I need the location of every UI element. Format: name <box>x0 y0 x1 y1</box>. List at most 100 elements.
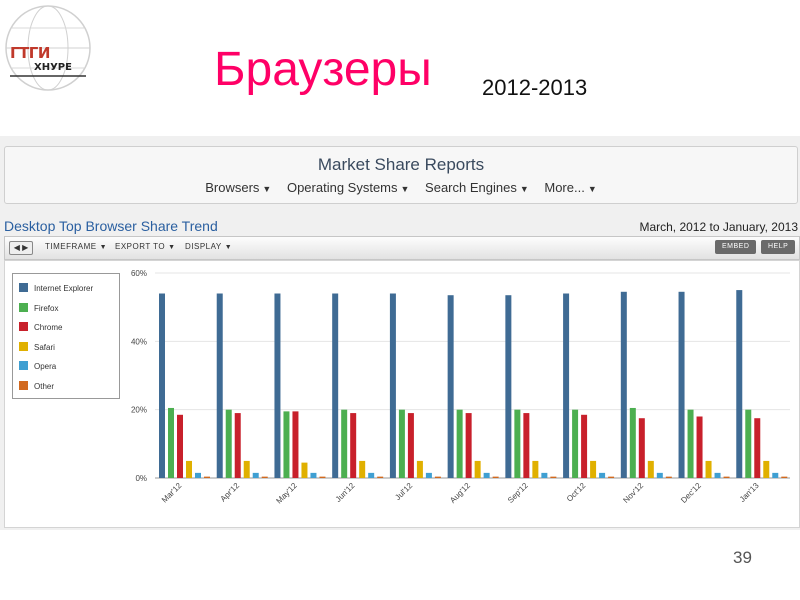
export-label: EXPORT TO <box>115 242 166 251</box>
bar-chrome[interactable] <box>754 418 761 478</box>
bar-other[interactable] <box>319 476 326 478</box>
bar-safari[interactable] <box>647 460 654 478</box>
export-menu[interactable]: EXPORT TO ▼ <box>115 242 176 251</box>
bar-other[interactable] <box>723 476 730 478</box>
legend-item[interactable]: Opera <box>19 360 56 374</box>
bar-ie[interactable] <box>563 293 570 479</box>
nav-search-engines-label: Search Engines <box>425 180 517 195</box>
nav-search-engines[interactable]: Search Engines ▼ <box>425 180 529 195</box>
x-tick-label: Mar'12 <box>160 481 184 505</box>
bar-ie[interactable] <box>678 291 685 478</box>
bar-opera[interactable] <box>599 472 606 478</box>
bar-chrome[interactable] <box>234 413 241 478</box>
bar-opera[interactable] <box>310 472 317 478</box>
bar-other[interactable] <box>665 476 672 478</box>
bar-safari[interactable] <box>243 460 250 478</box>
bar-other[interactable] <box>377 476 384 478</box>
x-tick-label: Aug'12 <box>448 481 472 505</box>
bar-opera[interactable] <box>541 472 548 478</box>
nav-more[interactable]: More... ▼ <box>544 180 596 195</box>
slide-title: Браузеры <box>214 43 432 96</box>
bar-firefox[interactable] <box>514 409 521 478</box>
bar-firefox[interactable] <box>687 409 694 478</box>
bar-opera[interactable] <box>195 472 201 478</box>
bar-safari[interactable] <box>763 460 770 478</box>
x-tick-label: May'12 <box>274 481 299 506</box>
bar-safari[interactable] <box>186 460 192 478</box>
bar-firefox[interactable] <box>572 409 579 478</box>
bar-other[interactable] <box>492 476 499 478</box>
bar-ie[interactable] <box>620 291 627 478</box>
bar-safari[interactable] <box>416 460 423 478</box>
bar-opera[interactable] <box>714 472 721 478</box>
bar-opera[interactable] <box>656 472 663 478</box>
bar-chrome[interactable] <box>465 413 472 478</box>
bar-ie[interactable] <box>274 293 281 479</box>
bar-opera[interactable] <box>483 472 490 478</box>
bar-firefox[interactable] <box>225 409 232 478</box>
bar-chrome[interactable] <box>638 418 645 478</box>
bar-chrome[interactable] <box>523 413 530 478</box>
bar-safari[interactable] <box>532 460 539 478</box>
bar-other[interactable] <box>261 476 268 478</box>
bar-chrome[interactable] <box>177 414 183 478</box>
bar-safari[interactable] <box>359 460 366 478</box>
bar-chrome[interactable] <box>350 413 357 478</box>
help-button[interactable]: HELP <box>761 240 796 254</box>
chevron-down-icon: ▼ <box>224 244 233 251</box>
nav-operating-systems-label: Operating Systems <box>286 180 398 195</box>
bar-opera[interactable] <box>368 472 375 478</box>
embed-button[interactable]: EMBED <box>715 240 757 254</box>
bar-safari[interactable] <box>705 460 712 478</box>
x-tick-label: Nov'12 <box>621 481 645 505</box>
bar-other[interactable] <box>550 476 557 478</box>
y-tick-label: 20% <box>131 406 147 415</box>
bar-firefox[interactable] <box>168 407 174 478</box>
display-menu[interactable]: DISPLAY ▼ <box>185 242 232 251</box>
bar-firefox[interactable] <box>283 411 290 478</box>
x-tick-label: Jan'13 <box>738 481 761 504</box>
legend-item[interactable]: Chrome <box>19 321 62 335</box>
bar-chrome[interactable] <box>292 411 299 478</box>
nav-browsers[interactable]: Browsers ▼ <box>205 180 271 195</box>
bar-firefox[interactable] <box>456 409 463 478</box>
bar-firefox[interactable] <box>745 409 752 478</box>
bar-firefox[interactable] <box>341 409 348 478</box>
bar-chrome[interactable] <box>696 416 703 479</box>
bar-opera[interactable] <box>425 472 432 478</box>
bar-safari[interactable] <box>474 460 481 478</box>
bar-other[interactable] <box>204 476 210 478</box>
nav-operating-systems[interactable]: Operating Systems ▼ <box>287 180 409 195</box>
legend-swatch <box>19 322 28 331</box>
bar-chrome[interactable] <box>581 414 588 478</box>
x-tick-label: Jul'12 <box>393 481 414 502</box>
logo-subtext: ХНУРЕ <box>34 62 72 73</box>
prev-next-arrows-icon[interactable]: ◀ ▶ <box>9 241 33 255</box>
legend-item[interactable]: Internet Explorer <box>19 282 93 296</box>
bar-firefox[interactable] <box>629 407 636 478</box>
bar-other[interactable] <box>781 476 788 478</box>
bar-chrome[interactable] <box>407 413 414 478</box>
bar-other[interactable] <box>608 476 615 478</box>
bar-ie[interactable] <box>332 293 339 479</box>
bar-safari[interactable] <box>301 462 308 478</box>
bar-firefox[interactable] <box>398 409 405 478</box>
bar-ie[interactable] <box>736 290 743 478</box>
legend-item[interactable]: Safari <box>19 341 55 355</box>
bar-other[interactable] <box>434 476 441 478</box>
bar-safari[interactable] <box>590 460 597 478</box>
y-tick-label: 60% <box>131 269 147 278</box>
timeframe-menu[interactable]: TIMEFRAME ▼ <box>45 242 107 251</box>
bar-ie[interactable] <box>447 295 454 478</box>
bar-opera[interactable] <box>252 472 259 478</box>
bar-ie[interactable] <box>159 293 165 479</box>
x-tick-label: Dec'12 <box>679 481 703 505</box>
bar-ie[interactable] <box>505 295 512 478</box>
legend-item[interactable]: Other <box>19 380 54 394</box>
bar-opera[interactable] <box>772 472 779 478</box>
bar-ie[interactable] <box>216 293 223 479</box>
legend-item[interactable]: Firefox <box>19 302 58 316</box>
x-tick-label: Sep'12 <box>506 481 530 505</box>
bar-ie[interactable] <box>389 293 396 479</box>
report-header: Market Share Reports Browsers ▼ Operating… <box>4 146 798 204</box>
